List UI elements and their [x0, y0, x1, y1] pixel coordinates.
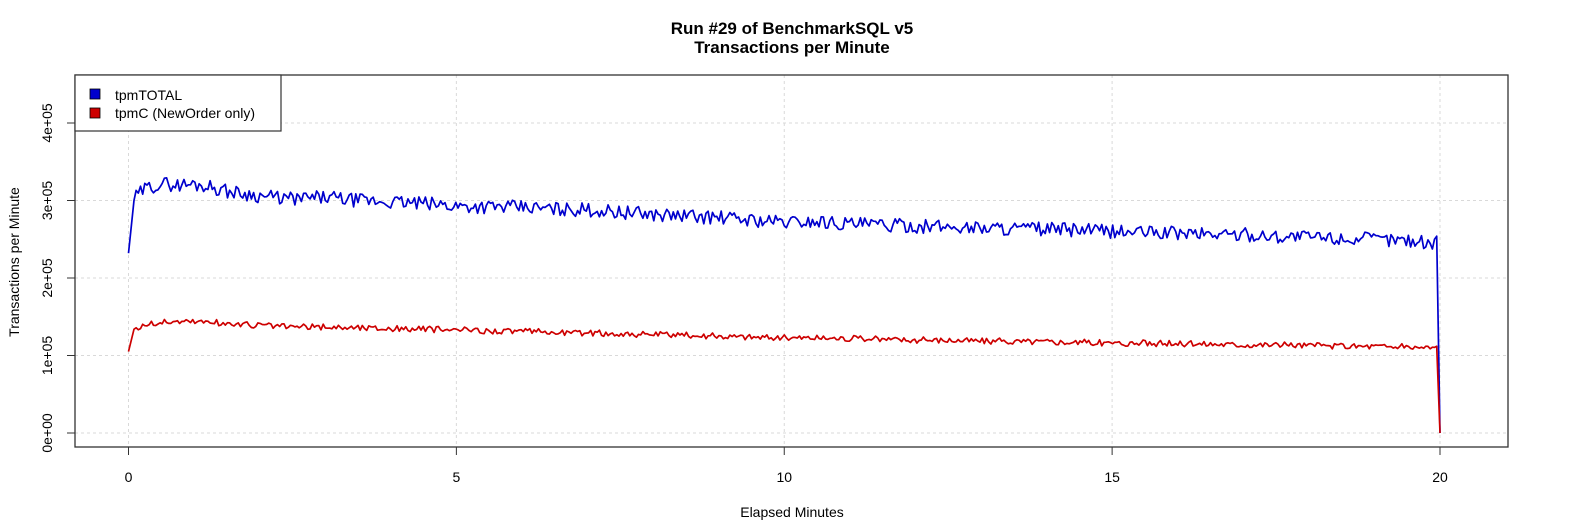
- y-tick-label: 0e+00: [39, 413, 55, 453]
- legend-swatch-tpmtotal: [89, 88, 101, 100]
- series-line-tpmc: [127, 318, 1441, 434]
- y-tick-label: 4e+05: [39, 103, 55, 143]
- x-axis-ticks: 0 5 10 15 20: [125, 447, 1448, 485]
- y-tick-label: 3e+05: [39, 181, 55, 221]
- data-series: [127, 177, 1441, 434]
- chart-title: Run #29 of BenchmarkSQL v5: [670, 19, 914, 38]
- x-axis-label: Elapsed Minutes: [740, 504, 844, 520]
- x-tick-label: 20: [1432, 469, 1448, 485]
- y-tick-label: 2e+05: [39, 258, 55, 298]
- grid-lines: [75, 75, 1508, 447]
- x-tick-label: 10: [776, 469, 792, 485]
- y-tick-label: 1e+05: [39, 336, 55, 376]
- series-line-tpmtotal: [127, 177, 1441, 434]
- legend-label-tpmc: tpmC (NewOrder only): [115, 105, 255, 121]
- plot-frame: [74, 74, 1509, 448]
- x-tick-label: 5: [452, 469, 460, 485]
- x-tick-label: 0: [125, 469, 133, 485]
- x-tick-label: 15: [1104, 469, 1120, 485]
- legend-label-tpmtotal: tpmTOTAL: [115, 87, 182, 103]
- legend-swatch-tpmc: [89, 107, 101, 119]
- y-axis-ticks: 0e+00 1e+05 2e+05 3e+05 4e+05: [39, 103, 75, 453]
- chart-subtitle: Transactions per Minute: [694, 38, 890, 57]
- legend: tpmTOTAL tpmC (NewOrder only): [74, 74, 282, 132]
- legend-box: [74, 74, 282, 132]
